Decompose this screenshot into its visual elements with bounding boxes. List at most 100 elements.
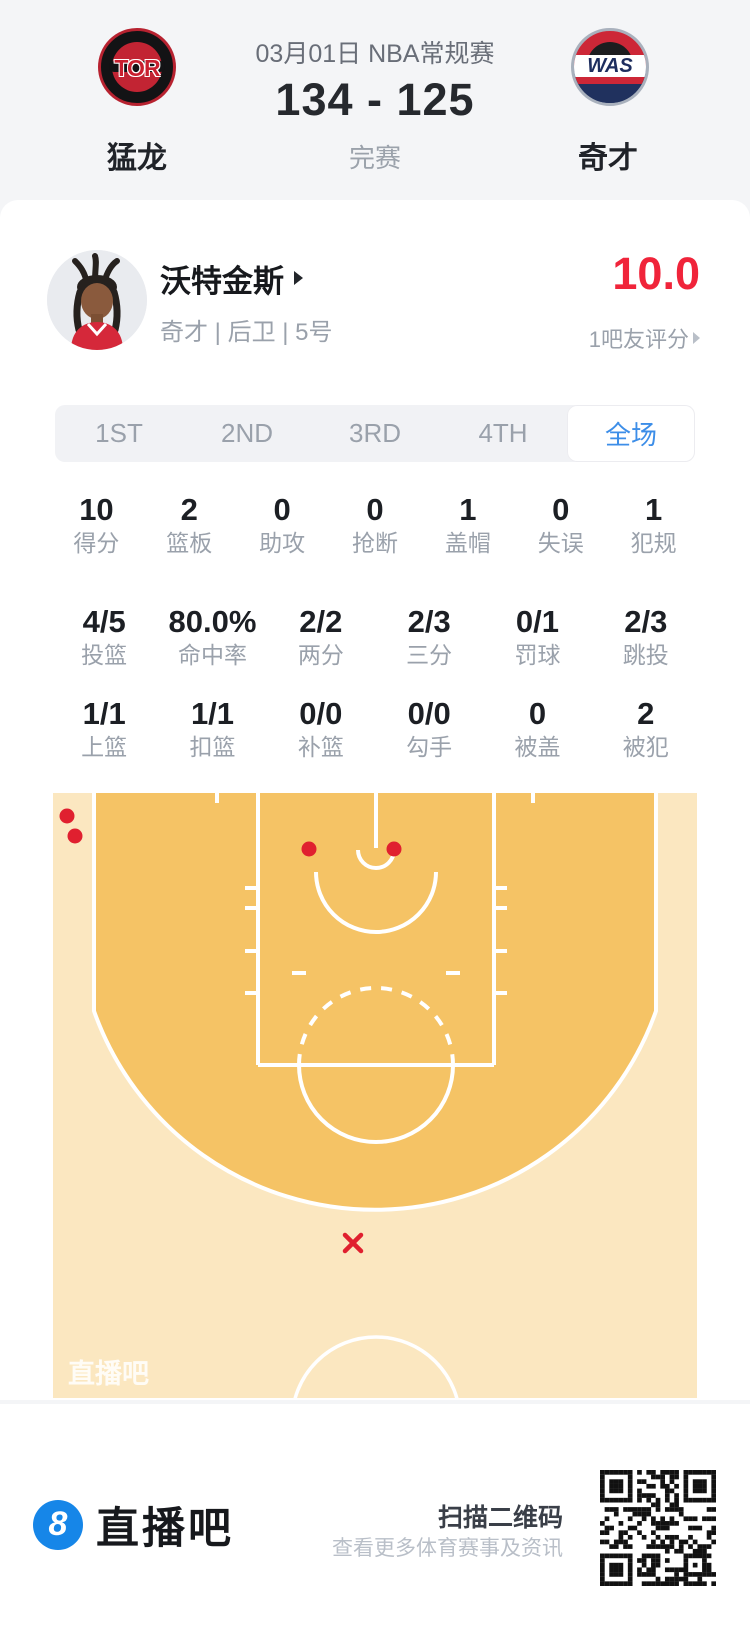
- match-date: 03月01日 NBA常规赛: [255, 40, 495, 68]
- tab-1ST[interactable]: 1ST: [95, 418, 143, 448]
- zhibo8-logo-8: 8: [48, 1504, 68, 1543]
- stat-三分: 2/3 三分: [375, 604, 483, 668]
- stat-盖帽: 1 盖帽: [421, 492, 514, 556]
- stat-label: 犯规: [630, 530, 677, 556]
- stat-label: 勾手: [406, 734, 453, 760]
- stat-value: 2/3: [407, 604, 451, 639]
- shot-markers: [59, 808, 402, 1254]
- stat-value: 0: [366, 492, 384, 527]
- wizards-bottom-shape: [574, 84, 646, 103]
- quarter-tabs: 1ST 2ND 3RD 4TH 全场: [55, 405, 695, 462]
- stat-label: 被犯: [622, 734, 669, 760]
- stat-value: 0/0: [299, 696, 343, 731]
- stat-两分: 2/2 两分: [267, 604, 375, 668]
- stat-犯规: 1 犯规: [607, 492, 700, 556]
- stat-label: 抢断: [352, 530, 398, 556]
- raptors-logo-icon: TOR: [98, 28, 176, 106]
- stat-label: 得分: [73, 530, 120, 556]
- wizards-logo-icon: WAS: [571, 28, 649, 106]
- stat-value: 0/1: [515, 604, 560, 639]
- stats-row-shot-types: 1/1 上篮 1/1 扣篮 0/0 补篮 0/0 勾手 0 被盖 2 被犯: [50, 696, 700, 760]
- stats-row-shooting: 4/5 投篮 80.0% 命中率 2/2 两分 2/3 三分 0/1 罚球 2/3 跳投: [50, 604, 700, 668]
- player-meta: 奇才 | 后卫 | 5号: [160, 319, 333, 346]
- missed-shot-marker: [342, 1232, 364, 1254]
- court-lines: [92, 793, 658, 1398]
- stat-补篮: 0/0 补篮: [267, 696, 375, 760]
- wizards-abbr: WAS: [587, 54, 633, 77]
- match-status: 完赛: [348, 143, 401, 173]
- stat-label: 盖帽: [444, 530, 491, 556]
- zhibo8-logo-icon: 8: [33, 1500, 83, 1550]
- stat-label: 失误: [537, 530, 584, 556]
- wizards-stripe-shape: [574, 77, 646, 84]
- stat-value: 1: [459, 492, 477, 527]
- player-avatar: [47, 250, 147, 350]
- stat-命中率: 80.0% 命中率: [158, 604, 266, 668]
- court-inner-area: [94, 793, 656, 1210]
- stat-value: 0: [273, 492, 291, 527]
- player-stats-card: 沃特金斯 奇才 | 后卫 | 5号 10.0 1吧友评分 1ST 2ND 3RD 4T…: [0, 200, 750, 1400]
- stat-label: 投篮: [81, 642, 128, 668]
- tab-4TH[interactable]: 4TH: [478, 418, 528, 448]
- qr-subtitle: 查看更多体育赛事及资讯: [332, 1537, 563, 1560]
- wizards-band-shape: WAS: [574, 55, 646, 77]
- app-footer: 8 直播吧 扫描二维码 查看更多体育赛事及资讯: [0, 1404, 750, 1629]
- tab-全场[interactable]: 全场: [567, 405, 695, 462]
- stat-value: 1/1: [190, 696, 235, 731]
- stat-label: 罚球: [514, 642, 561, 668]
- stat-得分: 10 得分: [50, 492, 143, 556]
- match-score: 134 - 125: [275, 74, 475, 125]
- made-shot-marker: [386, 841, 402, 857]
- made-shot-marker: [67, 828, 83, 844]
- qr-code: [600, 1470, 716, 1586]
- rating-detail-link[interactable]: 1吧友评分: [589, 322, 700, 354]
- caret-right-icon: [294, 271, 303, 285]
- stat-被盖: 0 被盖: [483, 696, 591, 760]
- made-shot-marker: [301, 841, 317, 857]
- stat-value: 0: [528, 696, 547, 731]
- stat-value: 80.0%: [168, 604, 257, 639]
- stat-助攻: 0 助攻: [236, 492, 329, 556]
- caret-right-icon: [693, 332, 700, 344]
- stat-label: 三分: [406, 642, 453, 668]
- away-team-name: 奇才: [578, 142, 638, 175]
- stat-value: 0: [552, 492, 570, 527]
- made-shot-marker: [59, 808, 75, 824]
- stat-value: 2/3: [624, 604, 668, 639]
- shot-chart-court: 直播吧: [53, 793, 697, 1398]
- stat-跳投: 2/3 跳投: [592, 604, 700, 668]
- stat-label: 助攻: [259, 530, 306, 556]
- tab-3RD[interactable]: 3RD: [348, 418, 401, 448]
- stat-value: 10: [79, 492, 114, 527]
- qr-title: 扫描二维码: [437, 1504, 563, 1532]
- stat-label: 被盖: [514, 734, 561, 760]
- stat-label: 补篮: [297, 734, 344, 760]
- home-team-name: 猛龙: [107, 142, 167, 175]
- stat-value: 1: [644, 492, 663, 527]
- raptors-claw-shape: [109, 61, 165, 72]
- player-name: 沃特金斯: [160, 263, 284, 299]
- stat-失误: 0 失误: [514, 492, 607, 556]
- stat-被犯: 2 被犯: [592, 696, 700, 760]
- stat-罚球: 0/1 罚球: [483, 604, 591, 668]
- stat-value: 2: [180, 492, 198, 527]
- stat-label: 跳投: [622, 642, 669, 668]
- stat-label: 篮板: [166, 530, 213, 556]
- stat-label: 扣篮: [189, 734, 236, 760]
- stat-value: 0/0: [407, 696, 451, 731]
- stats-row-basic: 10 得分 2 篮板 0 助攻 0 抢断 1 盖帽 0 失误 1 犯规: [50, 492, 700, 556]
- stat-value: 4/5: [82, 604, 126, 639]
- player-name-expander[interactable]: 沃特金斯: [160, 258, 303, 299]
- rating-label: 1吧友评分: [588, 327, 689, 352]
- stat-扣篮: 1/1 扣篮: [158, 696, 266, 760]
- stat-label: 上篮: [81, 734, 128, 760]
- tab-2ND[interactable]: 2ND: [220, 418, 273, 448]
- stat-投篮: 4/5 投篮: [50, 604, 158, 668]
- stat-label: 两分: [297, 642, 344, 668]
- stat-value: 2: [637, 696, 655, 731]
- match-header: TOR 03月01日 NBA常规赛 134 - 125 WAS 猛龙 完赛 奇才: [0, 0, 750, 200]
- stat-label: 命中率: [177, 642, 247, 668]
- stat-抢断: 0 抢断: [329, 492, 422, 556]
- stat-上篮: 1/1 上篮: [50, 696, 158, 760]
- player-avatar-image: [47, 250, 147, 350]
